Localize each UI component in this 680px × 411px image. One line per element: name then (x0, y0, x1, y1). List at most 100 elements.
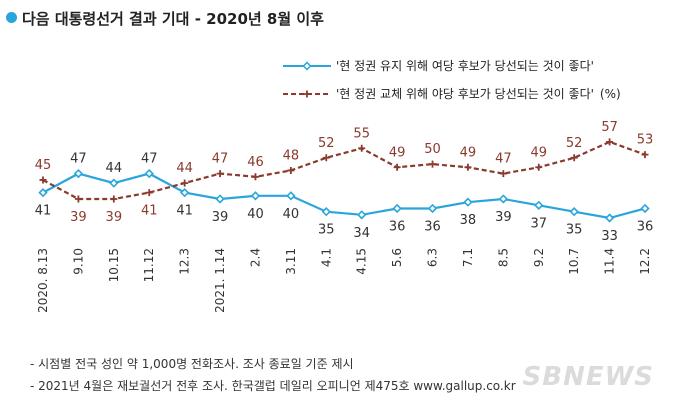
series-1-point (570, 154, 578, 162)
data-label: 46 (247, 155, 264, 170)
series-1-point (110, 195, 118, 203)
data-label: 47 (141, 152, 158, 167)
series-1-point (251, 173, 259, 181)
x-tick-label: 4.15 (355, 248, 369, 275)
watermark-logo: SBNEWS (522, 362, 654, 392)
data-label: 47 (70, 152, 87, 167)
data-label: 34 (353, 226, 370, 241)
data-label: 49 (460, 145, 477, 160)
x-tick-label: 2021. 1.14 (213, 248, 227, 313)
series-1-point (322, 154, 330, 162)
x-tick-label: 4.1 (319, 248, 333, 267)
series-0-point (144, 168, 154, 179)
series-0-point (109, 178, 119, 188)
x-tick-label: 3.11 (284, 248, 298, 275)
data-label: 35 (566, 223, 583, 238)
unit-label: (%) (600, 87, 621, 101)
series-0-point (392, 203, 402, 214)
chart-title: 다음 대통령선거 결과 기대 - 2020년 8월 이후 (22, 10, 324, 28)
x-tick-label: 11.12 (142, 248, 156, 282)
series-0-point (534, 200, 544, 210)
data-label: 47 (495, 152, 512, 167)
series-0-point (463, 197, 473, 207)
x-tick-label: 8.5 (496, 248, 510, 267)
data-label: 45 (35, 158, 52, 173)
data-label: 52 (566, 136, 583, 151)
series-0-point (604, 213, 615, 223)
series-1-point (181, 179, 189, 187)
series-1-point (216, 170, 224, 178)
data-label: 39 (495, 210, 512, 225)
series-1-point (287, 166, 295, 174)
series-0-point (38, 188, 48, 198)
data-label: 36 (424, 219, 441, 234)
data-labels: 41 47 44 47 41 39 40 40 35 34 36 36 38 39 37 35 33 36 45 39… (35, 120, 654, 244)
series-1-point (606, 138, 614, 146)
legend-label-0: '현 정권 유지 위해 여당 후보가 당선되는 것이 좋다' (336, 59, 594, 73)
series-0-point (215, 194, 225, 204)
series-0-point (427, 203, 438, 214)
series-1-point (74, 195, 82, 203)
data-label: 41 (141, 204, 158, 219)
series-0-point (498, 194, 508, 204)
data-label: 55 (353, 126, 370, 141)
footnote-survey-method: - 시점별 전국 성인 약 1,000명 전화조사. 조사 종료일 기준 제시 (30, 357, 354, 371)
series-0-point (180, 188, 190, 198)
series-line-1 (42, 140, 646, 201)
x-tick-label: 2.4 (248, 248, 262, 267)
data-label: 49 (389, 145, 406, 160)
series-1-point (39, 176, 47, 184)
series-1-point (499, 170, 507, 178)
data-label: 49 (530, 145, 547, 160)
data-label: 41 (176, 204, 193, 219)
data-label: 37 (530, 216, 547, 231)
series-lines (42, 140, 646, 220)
x-tick-label: 7.1 (461, 248, 475, 267)
data-label: 52 (318, 136, 335, 151)
series-0-point (357, 210, 367, 220)
x-tick-label: 10.15 (107, 248, 121, 282)
x-tick-label: 12.3 (178, 248, 192, 275)
data-label: 36 (389, 219, 406, 234)
chart-legend: '현 정권 유지 위해 여당 후보가 당선되는 것이 좋다' '현 정권 교체 위… (283, 59, 621, 101)
series-1-point (641, 151, 649, 159)
x-tick-label: 5.6 (390, 248, 404, 267)
series-0-point (640, 203, 650, 214)
data-label: 33 (601, 229, 618, 244)
data-label: 40 (247, 207, 264, 222)
series-1-point (145, 189, 153, 197)
series-markers (38, 138, 650, 223)
data-label: 44 (106, 161, 123, 176)
legend-marker-0 (302, 61, 312, 71)
data-label: 40 (283, 207, 300, 222)
series-0-point (286, 191, 296, 201)
footnote-source: - 2021년 4월은 재보궐선거 전후 조사. 한국갤럽 데일리 오피니언 제… (30, 379, 516, 393)
series-line-0 (42, 172, 646, 220)
series-1-point (464, 163, 472, 171)
series-0-point (73, 168, 84, 179)
x-axis-ticks: 2020. 8.13 9.10 10.15 11.12 12.3 2021. 1.14 2.… (36, 248, 652, 313)
x-tick-label: 10.7 (567, 248, 581, 275)
data-label: 48 (283, 148, 300, 163)
x-tick-label: 2020. 8.13 (36, 248, 50, 313)
series-1-point (535, 163, 543, 171)
x-tick-label: 9.2 (532, 248, 546, 267)
series-0-point (250, 191, 261, 201)
series-1-point (358, 144, 366, 152)
data-label: 47 (212, 152, 229, 167)
data-label: 35 (318, 223, 335, 238)
data-label: 53 (637, 133, 654, 148)
data-label: 39 (70, 210, 87, 225)
x-tick-label: 12.2 (638, 248, 652, 275)
data-label: 50 (424, 142, 441, 157)
legend-label-1: '현 정권 교체 위해 야당 후보가 당선되는 것이 좋다' (%) (336, 87, 621, 101)
data-label: 39 (212, 210, 229, 225)
x-tick-label: 11.4 (603, 248, 617, 275)
series-1-point (393, 163, 401, 171)
data-label: 57 (601, 120, 618, 135)
data-label: 44 (176, 161, 193, 176)
title-bullet-icon (6, 12, 17, 23)
data-label: 36 (637, 219, 654, 234)
series-1-point (429, 160, 437, 168)
